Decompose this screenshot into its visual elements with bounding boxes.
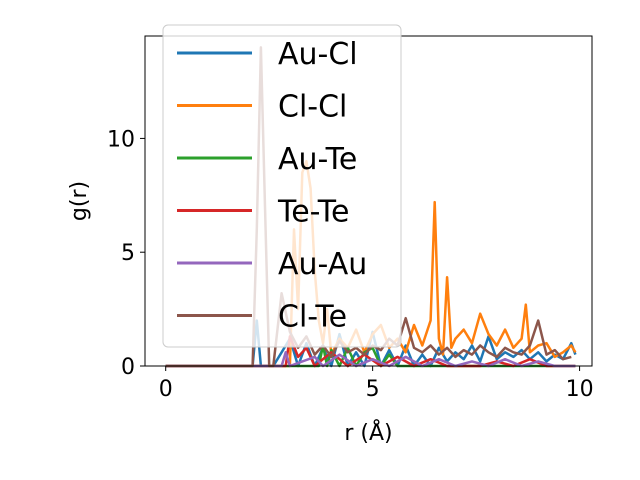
series-line-au-au <box>165 351 576 368</box>
legend-label: Au-Au <box>278 247 367 282</box>
legend-label: Au-Te <box>278 142 357 177</box>
y-tick-label: 10 <box>107 127 135 152</box>
legend-label: Te-Te <box>277 195 349 230</box>
legend-label: Cl-Cl <box>278 90 347 125</box>
legend-label: Cl-Te <box>278 300 347 335</box>
x-tick-label: 0 <box>159 377 173 402</box>
x-axis-label: r (Å) <box>344 419 392 446</box>
y-axis-ticks: 0 5 10 <box>107 127 145 380</box>
x-tick-label: 5 <box>366 377 380 402</box>
y-tick-label: 0 <box>121 355 135 380</box>
x-axis-ticks: 0 5 10 <box>159 366 594 402</box>
legend: Au-Cl Cl-Cl Au-Te Te-Te Au-Au Cl-Te <box>162 24 402 348</box>
y-tick-label: 5 <box>121 241 135 266</box>
y-axis-label: g(r) <box>67 181 92 221</box>
x-tick-label: 10 <box>566 377 594 402</box>
series-line-te-te <box>165 335 576 368</box>
legend-label: Au-Cl <box>278 37 358 72</box>
